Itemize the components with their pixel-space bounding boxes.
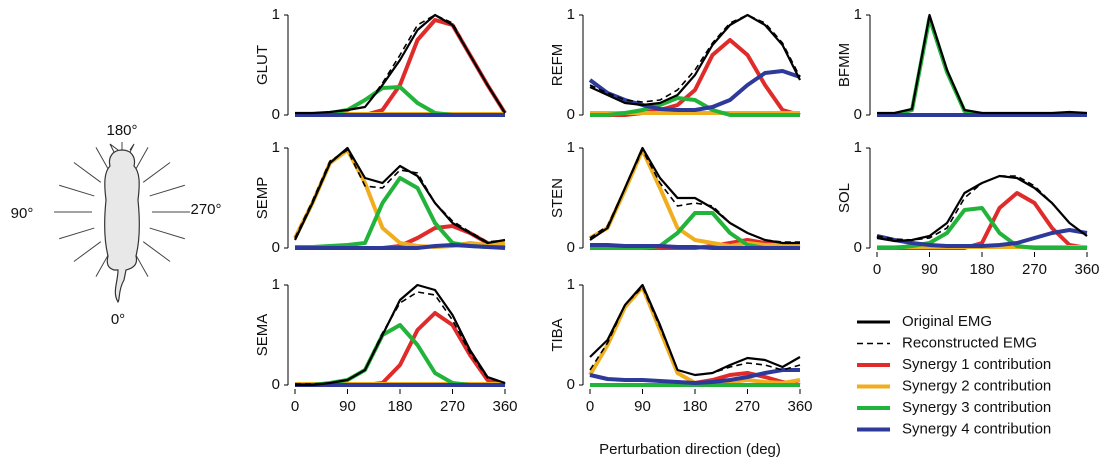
y-tick-label: 0 — [854, 106, 862, 123]
x-tick-label: 360 — [1074, 261, 1099, 278]
legend-label: Synergy 2 contribution — [902, 377, 1051, 394]
legend-label: Reconstructed EMG — [902, 334, 1037, 351]
series-line — [589, 14, 801, 103]
spoke — [73, 162, 102, 183]
y-tick-label: 1 — [272, 139, 280, 156]
series-line — [589, 283, 801, 377]
series-line — [877, 16, 1087, 116]
y-tick-label: 1 — [272, 6, 280, 23]
spoke — [149, 227, 185, 240]
x-tick-label: 90 — [339, 398, 356, 415]
series-line — [590, 243, 800, 250]
x-tick-label: 0 — [291, 398, 299, 415]
series-line — [294, 149, 506, 243]
y-tick-label: 1 — [567, 276, 575, 293]
y-tick-label: 0 — [567, 376, 575, 393]
series-line — [589, 149, 800, 243]
x-tick-label: 360 — [787, 398, 812, 415]
series-line — [295, 14, 506, 114]
series-line — [877, 13, 1088, 115]
panel-title: REFM — [549, 44, 566, 87]
series-line — [295, 243, 506, 250]
series-line — [876, 228, 1088, 248]
y-tick-label: 1 — [272, 276, 280, 293]
y-tick-label: 1 — [567, 6, 575, 23]
x-tick-label: 180 — [682, 398, 707, 415]
spoke — [142, 162, 171, 183]
series-line — [295, 291, 506, 385]
y-tick-label: 0 — [567, 239, 575, 256]
y-tick-label: 1 — [854, 139, 862, 156]
series-line — [590, 38, 801, 117]
panel-title: SEMA — [254, 314, 271, 357]
series-line — [876, 175, 1088, 241]
series-line — [295, 283, 506, 387]
spoke — [73, 241, 102, 262]
panel-title: TIBA — [549, 318, 566, 351]
series-line — [589, 368, 800, 385]
direction-label: 180° — [106, 122, 137, 139]
legend-label: Synergy 3 contribution — [902, 399, 1051, 416]
x-tick-label: 360 — [492, 398, 517, 415]
panel-title: STEN — [549, 178, 566, 218]
panel-title: BFMM — [836, 43, 853, 87]
x-tick-label: 90 — [634, 398, 651, 415]
x-tick-label: 270 — [735, 398, 760, 415]
series-line — [588, 285, 801, 385]
x-tick-label: 0 — [586, 398, 594, 415]
series-line — [590, 96, 800, 117]
x-tick-label: 180 — [969, 261, 994, 278]
y-tick-label: 0 — [854, 239, 862, 256]
series-line — [589, 286, 801, 376]
x-axis-title: Perturbation direction (deg) — [599, 441, 781, 458]
panel-title: SOL — [836, 183, 853, 213]
legend-label: Synergy 1 contribution — [902, 356, 1051, 373]
y-tick-label: 0 — [567, 106, 575, 123]
direction-label: 90° — [11, 205, 34, 222]
direction-label: 0° — [111, 311, 125, 328]
cat-body — [104, 149, 140, 303]
x-tick-label: 0 — [873, 261, 881, 278]
cat-diagram — [54, 142, 190, 303]
x-tick-label: 270 — [440, 398, 465, 415]
series-line — [295, 18, 507, 117]
y-tick-label: 0 — [272, 239, 280, 256]
legend-label: Synergy 4 contribution — [902, 420, 1051, 437]
spoke — [59, 227, 95, 240]
y-tick-label: 0 — [272, 106, 280, 123]
spoke — [142, 241, 171, 262]
y-tick-label: 0 — [272, 376, 280, 393]
spoke — [59, 184, 95, 197]
series-line — [295, 85, 505, 117]
x-tick-label: 180 — [387, 398, 412, 415]
panel-title: SEMP — [254, 177, 271, 220]
legend-label: Original EMG — [902, 313, 992, 330]
y-tick-label: 1 — [854, 6, 862, 23]
x-tick-label: 90 — [921, 261, 938, 278]
panel-title: GLUT — [254, 45, 271, 85]
series-line — [877, 206, 1087, 250]
y-tick-label: 1 — [567, 139, 575, 156]
series-line — [877, 16, 1088, 114]
series-line — [589, 13, 801, 107]
series-line — [588, 69, 801, 112]
spoke — [149, 184, 185, 197]
x-tick-label: 270 — [1022, 261, 1047, 278]
series-line — [294, 146, 506, 245]
series-line — [293, 148, 506, 249]
direction-label: 270° — [190, 201, 221, 218]
cat-ears — [109, 143, 135, 153]
